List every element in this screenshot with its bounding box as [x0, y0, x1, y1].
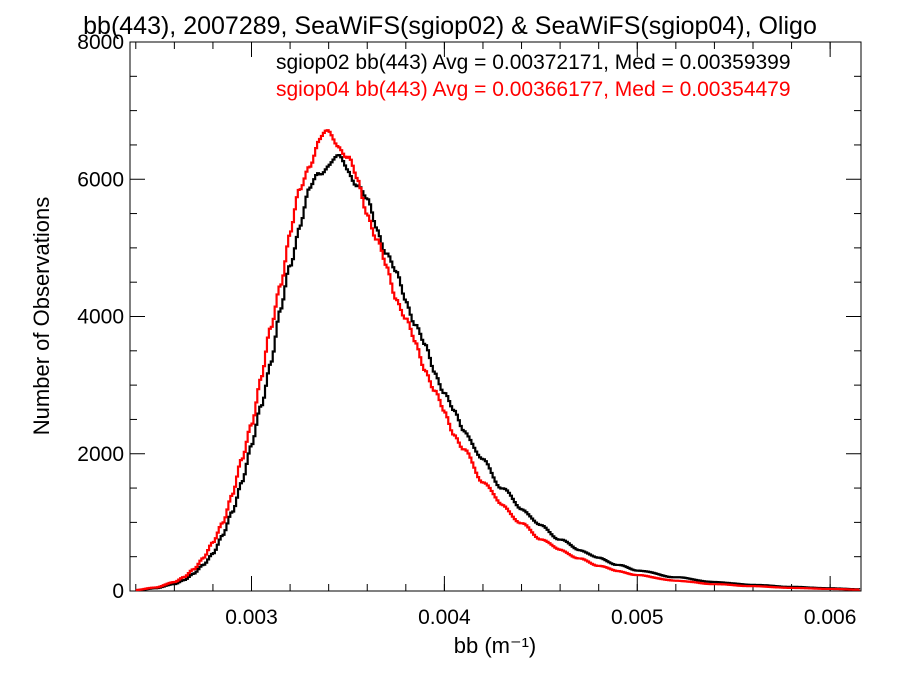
y-tick-label: 6000 [77, 168, 124, 191]
x-tick-label: 0.006 [804, 606, 857, 629]
sgiop02-stats-label: sgiop02 bb(443) Avg = 0.00372171, Med = … [276, 51, 791, 74]
x-axis-label: bb (m⁻¹) [454, 633, 537, 658]
x-tick-label: 0.004 [418, 606, 471, 629]
y-tick-label: 0 [112, 580, 124, 603]
sgiop04-stats-label: sgiop04 bb(443) Avg = 0.00366177, Med = … [276, 78, 791, 101]
y-axis-label: Number of Observations [29, 197, 54, 435]
y-tick-label: 4000 [77, 306, 124, 329]
plot-frame [129, 41, 862, 592]
series-layer [135, 129, 861, 592]
x-tick-label: 0.003 [225, 606, 278, 629]
histogram-series-0 [135, 154, 861, 592]
histogram-series-1 [135, 129, 861, 592]
chart-title: bb(443), 2007289, SeaWiFS(sgiop02) & Sea… [83, 12, 817, 40]
y-tick-label: 2000 [77, 443, 124, 466]
x-tick-label: 0.005 [611, 606, 664, 629]
y-tick-label: 8000 [77, 31, 124, 54]
x-axis: 0.003 0.004 0.005 0.006 [135, 42, 857, 629]
y-axis: 0 2000 4000 6000 8000 [77, 31, 861, 603]
